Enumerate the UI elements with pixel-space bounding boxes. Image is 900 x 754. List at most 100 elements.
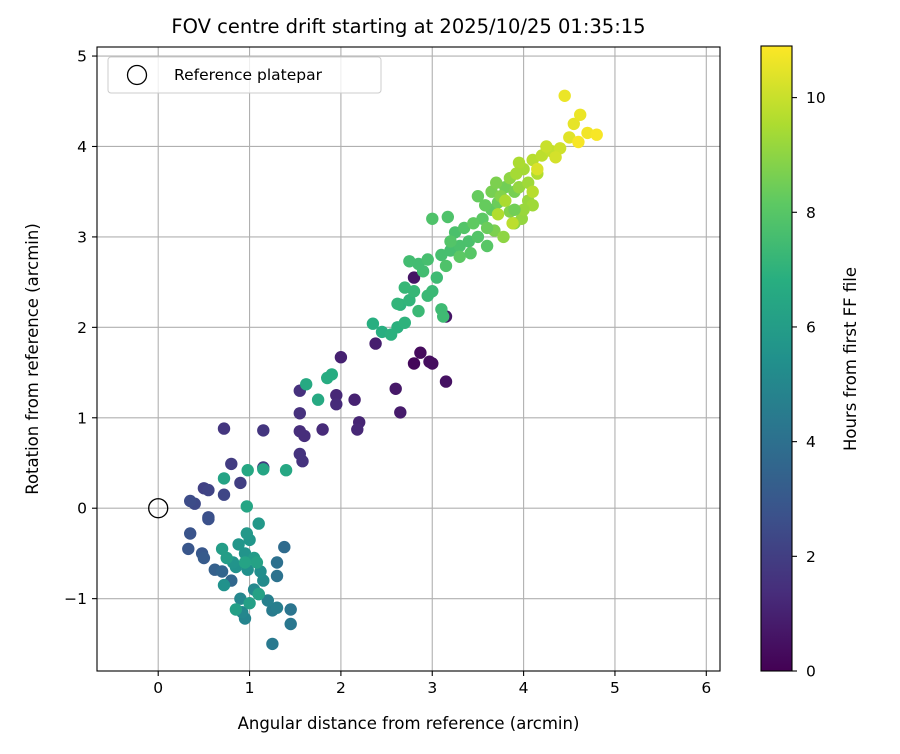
- data-point: [217, 422, 231, 435]
- data-point: [257, 424, 270, 437]
- data-point: [526, 185, 539, 198]
- data-point: [510, 167, 523, 180]
- data-point: [549, 151, 562, 164]
- legend-marker: [126, 64, 148, 86]
- data-point: [197, 551, 211, 565]
- data-point: [270, 601, 284, 614]
- data-point: [252, 517, 265, 530]
- data-point: [540, 140, 553, 153]
- data-point: [225, 457, 238, 471]
- data-point: [572, 135, 585, 149]
- data-point: [394, 406, 407, 419]
- x-axis-label: Angular distance from reference (arcmin): [238, 714, 580, 733]
- data-point: [278, 540, 291, 554]
- data-points: [182, 89, 603, 651]
- y-tick-label: 1: [77, 409, 87, 427]
- reference-marker: [148, 498, 169, 519]
- data-point: [217, 578, 231, 592]
- plot-frame: [96, 46, 721, 672]
- legend-box: [107, 56, 382, 94]
- data-point: [202, 483, 215, 497]
- data-point: [512, 181, 526, 194]
- data-point: [240, 527, 253, 540]
- data-point: [293, 447, 306, 461]
- data-point: [464, 247, 477, 260]
- data-point: [407, 285, 421, 298]
- data-point: [471, 230, 485, 244]
- data-point: [257, 463, 270, 476]
- data-point: [270, 556, 284, 569]
- data-point: [293, 407, 306, 420]
- data-point: [480, 239, 494, 253]
- data-point: [241, 464, 254, 477]
- colorbar-frame: [760, 45, 793, 672]
- legend-label: Reference platepar: [174, 66, 323, 84]
- data-point: [266, 637, 279, 651]
- y-tick-label: 3: [77, 228, 87, 246]
- x-tick-label: 2: [336, 679, 346, 697]
- data-point: [316, 423, 329, 436]
- data-point: [240, 500, 253, 513]
- data-point: [590, 128, 603, 141]
- y-tick-label: −1: [64, 590, 87, 608]
- data-point: [284, 603, 297, 616]
- data-point: [581, 126, 594, 140]
- data-point: [330, 398, 343, 411]
- data-point: [467, 217, 480, 230]
- data-point: [234, 592, 247, 605]
- data-point: [453, 250, 466, 263]
- data-point: [284, 617, 297, 631]
- data-point: [403, 255, 416, 268]
- data-point: [398, 316, 411, 329]
- data-point: [351, 423, 364, 436]
- data-point: [261, 594, 274, 607]
- data-point: [574, 108, 587, 122]
- x-tick-label: 3: [427, 679, 437, 697]
- data-point: [311, 393, 325, 406]
- data-point: [250, 556, 264, 569]
- data-point: [430, 271, 443, 284]
- data-point: [217, 488, 231, 501]
- data-point: [421, 253, 434, 266]
- data-point: [217, 472, 231, 485]
- data-point: [491, 208, 505, 221]
- data-point: [407, 271, 421, 284]
- data-point: [215, 565, 229, 578]
- x-tick-label: 4: [519, 679, 529, 697]
- colorbar-tick-label: 2: [806, 548, 816, 566]
- data-point: [366, 317, 380, 330]
- data-point: [279, 464, 293, 477]
- colorbar-tick-label: 6: [806, 318, 816, 336]
- data-point: [444, 235, 457, 248]
- data-point: [414, 346, 427, 359]
- data-point: [243, 597, 256, 610]
- colorbar-ticks: 0 2 4 6 8 10: [792, 89, 826, 681]
- y-tick-label: 5: [77, 48, 87, 66]
- x-tick-label: 6: [701, 679, 711, 697]
- y-axis-ticks: −1 0 1 2 3 4 5: [64, 48, 97, 608]
- data-point: [391, 297, 404, 310]
- data-point: [334, 351, 348, 364]
- data-point: [426, 285, 439, 298]
- chart-title: FOV centre drift starting at 2025/10/25 …: [171, 15, 645, 38]
- data-point: [325, 368, 338, 381]
- data-point: [512, 156, 526, 169]
- data-point: [471, 190, 485, 203]
- x-tick-label: 0: [153, 679, 163, 697]
- data-point: [229, 603, 243, 616]
- data-point: [490, 176, 503, 189]
- data-point: [426, 212, 439, 225]
- data-point: [182, 542, 195, 556]
- data-point: [412, 304, 425, 318]
- legend: Reference platepar: [107, 56, 382, 94]
- data-point: [369, 337, 382, 350]
- data-point: [348, 393, 361, 406]
- colorbar-tick-label: 8: [806, 204, 816, 222]
- data-point: [506, 217, 519, 230]
- data-point: [238, 556, 252, 569]
- data-point: [426, 357, 439, 370]
- data-point: [184, 494, 197, 508]
- data-point: [437, 310, 450, 323]
- colorbar-label: Hours from first FF file: [841, 267, 860, 451]
- data-point: [234, 476, 247, 490]
